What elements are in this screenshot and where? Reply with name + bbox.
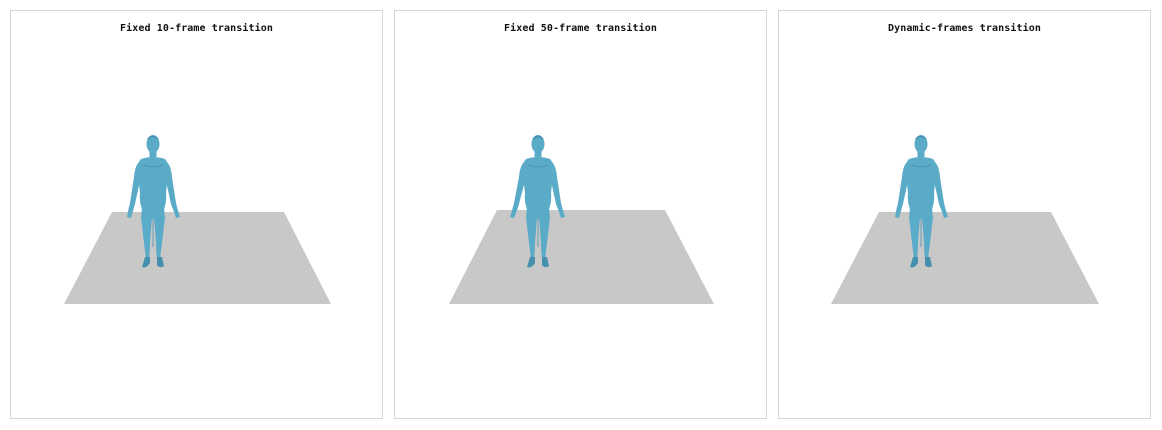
panel-title-1: Fixed 10-frame transition bbox=[119, 23, 273, 34]
scene-view-3 bbox=[831, 135, 1099, 304]
render-panel-3: Dynamic-frames transition bbox=[778, 10, 1151, 419]
human-figure-icon bbox=[127, 135, 180, 268]
floor-plane bbox=[449, 210, 714, 304]
panel-title-2: Fixed 50-frame transition bbox=[503, 23, 657, 34]
render-panel-2: Fixed 50-frame transition bbox=[394, 10, 767, 419]
panel-title-3: Dynamic-frames transition bbox=[887, 23, 1041, 34]
render-panel-1: Fixed 10-frame transition bbox=[10, 10, 383, 419]
scene-view-1 bbox=[64, 135, 331, 304]
human-figure-icon bbox=[510, 135, 565, 268]
floor-plane bbox=[64, 212, 331, 304]
floor-plane bbox=[831, 212, 1099, 304]
human-figure-icon bbox=[895, 135, 948, 268]
scene-view-2 bbox=[449, 135, 714, 304]
